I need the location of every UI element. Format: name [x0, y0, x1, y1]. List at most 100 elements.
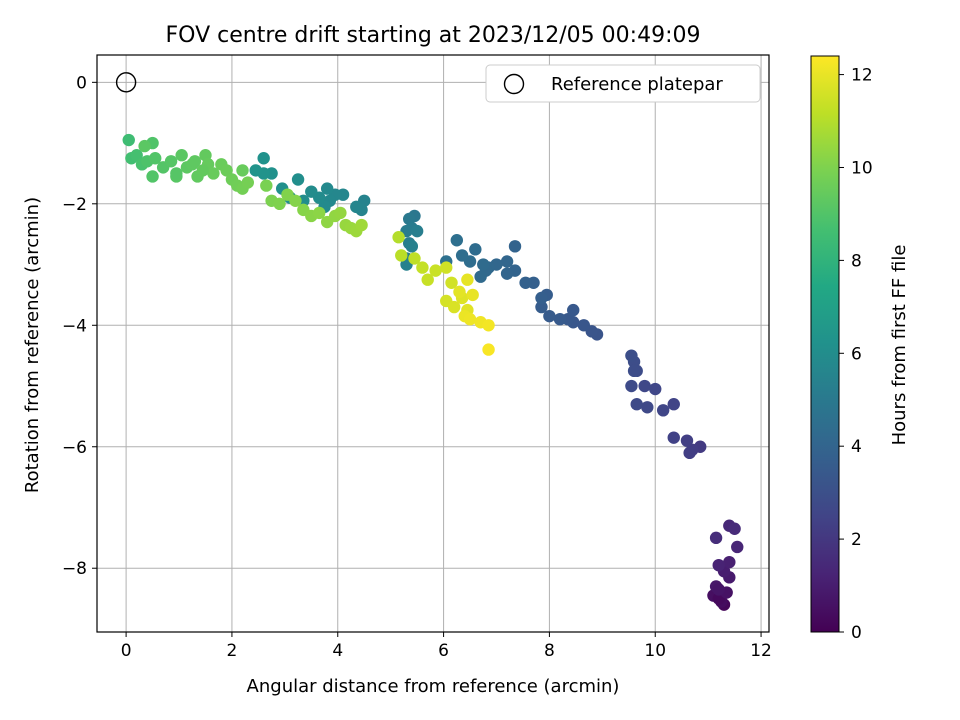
data-point [291, 173, 305, 186]
data-point [410, 224, 424, 238]
data-point [445, 276, 458, 289]
data-point [649, 382, 662, 396]
data-point [712, 558, 725, 572]
colorbar-tick-label: 4 [851, 437, 862, 457]
data-point [450, 234, 464, 247]
data-point [709, 531, 723, 545]
x-tick-label: 8 [544, 641, 555, 661]
data-point [447, 300, 461, 314]
data-point [500, 255, 514, 268]
data-point [638, 379, 651, 393]
data-point [146, 170, 159, 183]
data-point [477, 258, 490, 271]
data-point [453, 285, 466, 299]
data-point [535, 300, 548, 314]
data-point [712, 583, 725, 596]
reference-platepar-marker [115, 72, 137, 93]
data-point [405, 240, 419, 253]
data-point [196, 164, 210, 177]
data-point [463, 313, 477, 326]
legend-marker [503, 73, 525, 95]
data-point [455, 249, 469, 262]
y-axis-label: Rotation from reference (arcmin) [22, 197, 43, 493]
colorbar-gradient [811, 56, 839, 632]
data-point [207, 167, 220, 180]
data-point [500, 267, 514, 280]
data-point [408, 252, 421, 265]
data-point [474, 270, 487, 283]
colorbar-tick-label: 0 [851, 623, 862, 643]
data-point [334, 206, 347, 220]
data-point [320, 182, 334, 195]
data-point [313, 206, 326, 220]
data-point [289, 194, 302, 207]
legend-entry: Reference platepar [551, 74, 723, 95]
data-point [508, 240, 522, 253]
data-point [170, 167, 183, 180]
data-point [130, 149, 143, 162]
data-point [723, 555, 736, 569]
data-point [567, 303, 580, 317]
data-point [249, 164, 262, 177]
data-point [577, 319, 591, 332]
colorbar-label: Hours from first FF file [889, 245, 910, 446]
data-point [236, 164, 249, 177]
colorbar-frame [810, 55, 840, 633]
data-point [667, 431, 680, 444]
data-point [543, 309, 556, 323]
data-point [273, 197, 286, 211]
data-point [656, 404, 670, 417]
data-point [469, 243, 482, 256]
data-point [731, 540, 744, 554]
y-tick-label: −6 [62, 438, 87, 458]
data-point [416, 261, 429, 274]
data-point [149, 152, 162, 165]
data-point [421, 273, 434, 286]
colorbar-tick-label: 12 [851, 66, 873, 86]
data-point [625, 349, 638, 362]
y-tick-label: −4 [62, 316, 87, 336]
data-point [138, 139, 151, 153]
x-tick-label: 2 [227, 641, 238, 661]
data-point [728, 522, 741, 535]
colorbar-tick-label: 6 [851, 344, 862, 364]
data-point [625, 379, 638, 393]
data-point [627, 364, 641, 378]
data-point [482, 343, 495, 356]
data-point [461, 273, 474, 286]
data-point [164, 155, 178, 168]
x-tick-label: 4 [332, 641, 343, 661]
data-point [641, 401, 654, 414]
legend: Reference platepar [485, 64, 761, 103]
colorbar-tick-label: 2 [851, 530, 862, 550]
data-point [241, 176, 255, 189]
data-point [482, 319, 495, 332]
data-point [392, 231, 405, 244]
chart-title: FOV centre drift starting at 2023/12/05 … [166, 23, 701, 48]
legend-box [485, 64, 761, 103]
data-point [667, 398, 680, 411]
data-point [260, 179, 273, 192]
data-point [220, 164, 233, 177]
y-tick-label: −8 [62, 559, 87, 579]
data-point [355, 218, 368, 232]
data-point [175, 149, 188, 162]
colorbar-tick-label: 10 [851, 158, 873, 178]
data-point [350, 200, 363, 214]
data-point [466, 288, 479, 302]
data-point [630, 398, 643, 411]
data-point [440, 261, 453, 274]
x-tick-label: 12 [750, 641, 772, 661]
x-tick-label: 0 [121, 641, 132, 661]
colorbar-tick-label: 8 [851, 251, 862, 271]
x-tick-label: 10 [644, 641, 666, 661]
data-point [395, 249, 408, 262]
data-point [122, 133, 135, 147]
x-tick-label: 6 [438, 641, 449, 661]
data-point [519, 276, 532, 289]
data-point [553, 313, 567, 326]
y-tick-label: 0 [76, 73, 87, 93]
data-point [305, 185, 318, 198]
data-point [683, 446, 696, 460]
x-axis-label: Angular distance from reference (arcmin) [247, 676, 620, 697]
